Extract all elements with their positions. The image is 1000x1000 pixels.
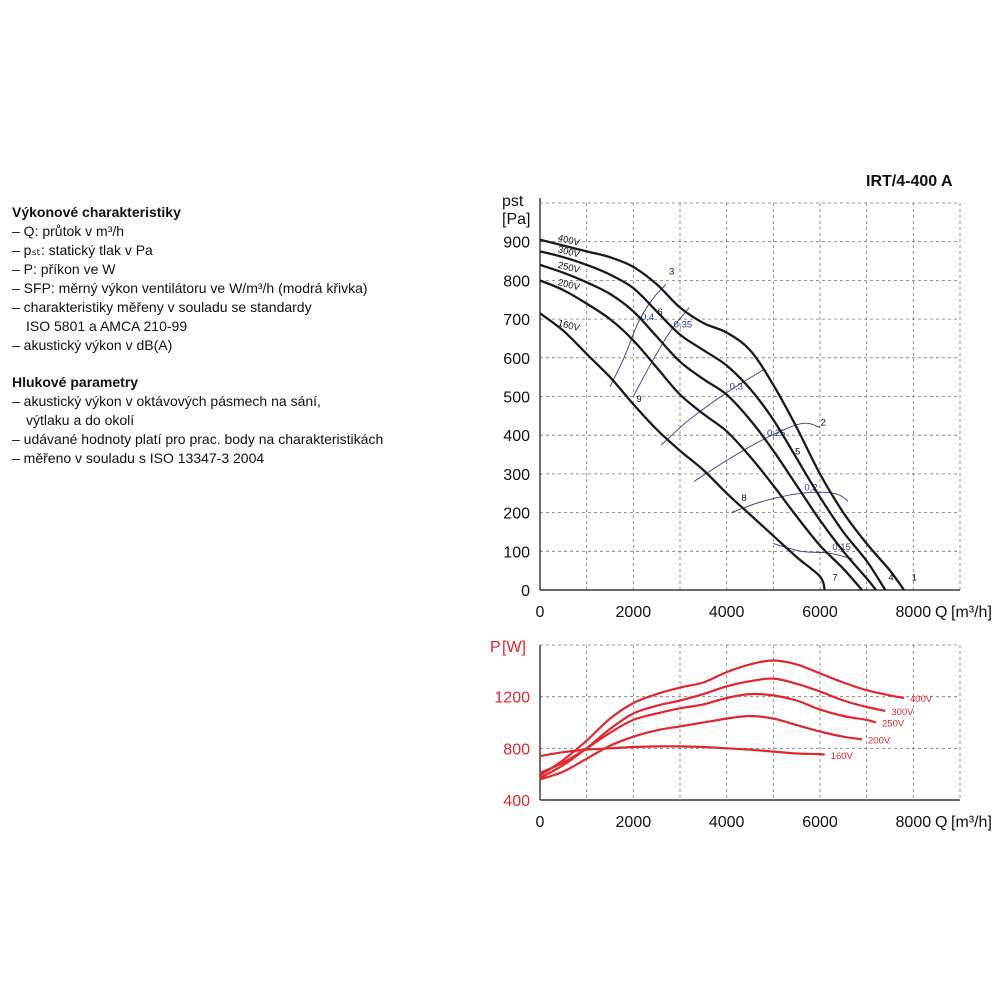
x-tick-label: 4000 — [709, 814, 745, 831]
pressure-series-label: 200V — [557, 277, 582, 293]
pressure-series-line — [539, 312, 826, 591]
noise-item: – akustický výkon v oktávových pásmech n… — [12, 393, 321, 409]
y-tick-label: 400 — [503, 428, 530, 445]
power-series-line — [539, 677, 886, 779]
pressure-series-line — [539, 263, 877, 591]
operating-point-label: 5 — [795, 446, 800, 457]
performance-item: – SFP: měrný výkon ventilátoru ve W/m³/h… — [12, 280, 368, 296]
y-tick-label: 500 — [503, 390, 530, 407]
operating-point-label: 1 — [912, 572, 917, 583]
pressure-series-label: 400V — [557, 233, 582, 249]
power-series-line — [539, 692, 877, 774]
sfp-curve-label: 0,35 — [674, 320, 693, 331]
x-axis-unit: [m³/h] — [951, 814, 992, 831]
x-axis-label: Q — [935, 814, 947, 831]
power-series-line — [539, 745, 825, 758]
x-tick-label: 8000 — [896, 814, 932, 831]
noise-item: – měřeno v souladu s ISO 13347-3 2004 — [12, 450, 265, 466]
y-tick-label: 0 — [521, 583, 530, 600]
noise-list: – akustický výkon v oktávových pásmech n… — [12, 392, 472, 468]
power-series-label: 200V — [868, 735, 891, 746]
performance-list: – Q: průtok v m³/h – pₛₜ: statický tlak v… — [12, 222, 472, 355]
pressure-chart: 0 100 200 300 400 500 600 700 800 900 0 2000 4000 600… — [502, 193, 992, 621]
model-title: IRT/4-400 A — [866, 173, 953, 190]
sfp-curve-label: 0,3 — [730, 382, 743, 393]
pressure-series-label: 160V — [557, 318, 582, 334]
power-series-label: 250V — [882, 719, 905, 730]
pressure-series-line — [539, 279, 863, 591]
x-axis-unit: [m³/h] — [951, 604, 992, 621]
power-series-line — [539, 659, 905, 777]
pressure-series-label: 250V — [557, 260, 582, 276]
x-tick-label: 4000 — [709, 604, 745, 621]
y-axis-label: P — [490, 639, 501, 656]
performance-item: – Q: průtok v m³/h — [12, 223, 125, 239]
performance-item: – akustický výkon v dB(A) — [12, 337, 173, 353]
sfp-curve — [609, 283, 667, 387]
sfp-curve — [632, 307, 690, 397]
y-axis-label: pst — [502, 193, 524, 210]
power-series-label: 300V — [891, 707, 914, 718]
performance-item: – charakteristiky měřeny v souladu se st… — [12, 299, 312, 315]
sfp-curve-label: 0,2 — [804, 482, 817, 493]
operating-point-label: 6 — [657, 307, 662, 318]
x-tick-label: 2000 — [616, 604, 652, 621]
operating-point-label: 7 — [832, 572, 837, 583]
x-tick-label: 6000 — [802, 814, 838, 831]
y-tick-label: 900 — [503, 235, 530, 252]
noise-item: výtlaku a do okolí — [26, 412, 135, 428]
x-tick-label: 2000 — [616, 814, 652, 831]
description-panel: Výkonové charakteristiky – Q: průtok v m… — [12, 203, 472, 486]
sfp-curve — [731, 491, 849, 514]
pressure-series-line — [539, 250, 887, 591]
x-axis-label: Q — [935, 604, 947, 621]
power-series-label: 160V — [831, 751, 854, 762]
y-axis-unit: [Pa] — [502, 211, 530, 228]
x-tick-label: 6000 — [802, 604, 838, 621]
y-tick-label: 400 — [503, 793, 530, 810]
power-chart: 400 800 1200 0 2000 4000 6000 8000 P [W] Q [m³/h] 40… — [490, 639, 992, 831]
performance-item: ISO 5801 a AMCA 210-99 — [26, 318, 188, 334]
operating-point-label: 9 — [636, 394, 641, 405]
x-tick-label: 0 — [536, 604, 545, 621]
noise-item: – udávané hodnoty platí pro prac. body n… — [12, 431, 384, 447]
y-tick-label: 800 — [503, 741, 530, 758]
pressure-series-line — [539, 238, 905, 591]
y-tick-label: 1200 — [494, 690, 530, 707]
y-tick-label: 700 — [503, 312, 530, 329]
y-tick-label: 600 — [503, 351, 530, 368]
performance-heading: Výkonové charakteristiky — [12, 204, 181, 220]
sfp-curve — [661, 369, 765, 446]
y-tick-label: 100 — [503, 544, 530, 561]
operating-point-label: 3 — [669, 267, 674, 278]
pressure-series-label: 300V — [557, 244, 582, 260]
performance-item: – P: příkon ve W — [12, 261, 116, 277]
y-axis-unit: [W] — [502, 639, 526, 656]
y-tick-label: 200 — [503, 506, 530, 523]
operating-point-label: 8 — [741, 493, 746, 504]
sfp-curve-label: 0,4 — [641, 312, 654, 323]
x-tick-label: 8000 — [896, 604, 932, 621]
noise-heading: Hlukové parametry — [12, 374, 139, 390]
y-tick-label: 800 — [503, 273, 530, 290]
y-tick-label: 300 — [503, 467, 530, 484]
x-tick-label: 0 — [536, 814, 545, 831]
sfp-curve-label: 0,25 — [767, 428, 786, 439]
power-series-label: 400V — [910, 694, 933, 705]
performance-item: – pₛₜ: statický tlak v Pa — [12, 242, 153, 258]
operating-point-label: 4 — [888, 572, 893, 583]
operating-point-label: 2 — [821, 417, 826, 428]
sfp-curve — [693, 422, 821, 482]
power-series-line — [539, 714, 863, 781]
